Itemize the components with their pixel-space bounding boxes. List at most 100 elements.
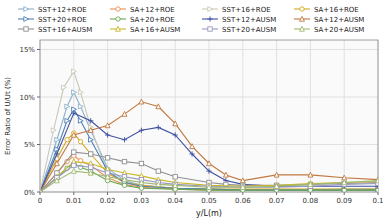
tick <box>175 192 176 195</box>
grid-line <box>40 97 378 98</box>
legend-marker <box>207 16 212 21</box>
marker <box>206 168 211 173</box>
marker <box>173 182 177 186</box>
marker <box>122 159 126 163</box>
marker <box>139 180 144 185</box>
marker <box>122 137 127 142</box>
marker <box>78 139 82 143</box>
legend-label: SA+16+AUSM <box>130 26 180 34</box>
legend-item: SA+12+AUSM <box>294 16 364 24</box>
tick-label: 10% <box>19 94 35 102</box>
legend-label: SST+16+AUSM <box>38 26 92 34</box>
tick <box>107 192 108 195</box>
legend-label: SA+12+AUSM <box>314 16 364 24</box>
marker <box>156 125 161 130</box>
tick-label: 5% <box>24 141 35 149</box>
marker <box>54 161 59 166</box>
tick-label: 0.02 <box>100 197 116 205</box>
marker <box>54 178 59 183</box>
marker <box>122 183 126 187</box>
tick-label: 0% <box>24 189 35 197</box>
plot-frame <box>40 40 378 192</box>
marker <box>89 152 93 156</box>
line <box>40 113 378 192</box>
marker <box>72 90 77 95</box>
legend-marker <box>208 7 213 12</box>
marker <box>89 137 94 142</box>
marker <box>72 150 76 154</box>
legend-marker <box>116 26 121 31</box>
line <box>40 165 378 192</box>
tick-label: 0.08 <box>303 197 319 205</box>
marker <box>89 152 93 156</box>
line <box>40 102 378 192</box>
marker <box>105 132 110 137</box>
legend-marker <box>116 7 120 11</box>
marker <box>105 156 109 160</box>
tick-label: 0.03 <box>134 197 150 205</box>
legend-marker <box>300 7 304 11</box>
legend-item: SST+16+ROE <box>202 6 271 14</box>
marker <box>78 90 83 95</box>
legend-item: SA+16+AUSM <box>110 26 180 34</box>
marker <box>139 161 143 165</box>
line <box>40 171 378 192</box>
tick <box>141 192 142 195</box>
marker <box>139 99 144 104</box>
y-axis-label: Error Ratio of U/Ut (%) <box>4 77 12 155</box>
marker <box>51 128 56 133</box>
grid-line <box>276 40 277 192</box>
marker <box>376 177 378 182</box>
legend-label: SA+16+ROE <box>314 6 359 14</box>
marker <box>156 169 160 173</box>
marker <box>88 170 93 175</box>
marker <box>78 118 83 123</box>
marker <box>376 179 378 184</box>
marker <box>173 175 177 179</box>
marker <box>308 182 313 187</box>
marker <box>89 165 93 169</box>
grid-line <box>175 40 176 192</box>
tick <box>37 192 40 193</box>
grid <box>40 40 378 192</box>
marker <box>71 111 76 116</box>
marker <box>189 151 194 156</box>
marker <box>71 168 76 173</box>
marker <box>105 174 110 179</box>
marker <box>274 184 279 189</box>
tick-label: 0.06 <box>235 197 251 205</box>
tick <box>37 49 40 50</box>
marker <box>274 172 279 177</box>
grid-line <box>141 40 142 192</box>
line <box>40 133 378 192</box>
legend-item: SA+20+AUSM <box>294 26 364 34</box>
legend-marker <box>208 27 212 31</box>
legend-label: SA+20+AUSM <box>314 26 364 34</box>
legend-item: SA+12+ROE <box>110 6 175 14</box>
marker <box>122 177 127 182</box>
legend: SST+12+ROE SA+12+ROE SST+16+ROE SA+16+ROE SS… <box>18 6 364 34</box>
legend-marker <box>300 26 305 31</box>
series <box>40 131 378 192</box>
marker <box>40 189 42 192</box>
legend-item: SST+20+AUSM <box>202 26 276 34</box>
marker <box>240 184 245 189</box>
legend-marker <box>116 17 120 21</box>
series <box>40 168 378 192</box>
marker <box>65 138 69 142</box>
legend-item: SST+12+ROE <box>18 6 87 14</box>
chart: 00.010.020.030.040.050.060.070.080.090.1… <box>0 0 386 222</box>
marker <box>223 172 228 177</box>
line <box>40 162 378 192</box>
grid-line <box>40 144 378 145</box>
grid-line <box>40 49 378 50</box>
marker <box>207 184 211 188</box>
line <box>40 164 378 193</box>
marker <box>122 111 127 116</box>
legend-marker <box>24 7 29 12</box>
legend-label: SST+16+ROE <box>222 6 271 14</box>
legend-marker <box>24 17 29 22</box>
legend-label: SST+20+AUSM <box>222 26 276 34</box>
marker <box>156 104 161 109</box>
marker <box>376 178 378 183</box>
